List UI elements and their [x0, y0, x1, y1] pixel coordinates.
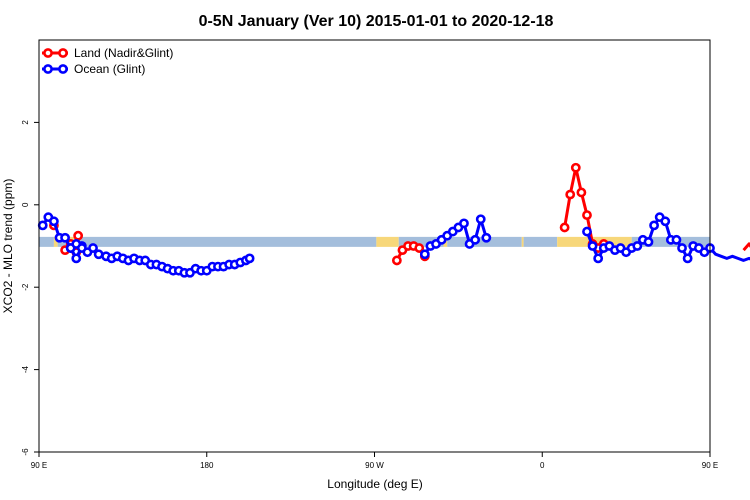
series-ocean-point	[682, 253, 693, 264]
x-tick-label: 90 W	[365, 461, 384, 470]
series-layer	[37, 162, 750, 278]
series-ocean-point	[93, 249, 104, 260]
series-ocean-point	[419, 249, 430, 260]
series-ocean-point	[244, 253, 255, 264]
x-axis-label: Longitude (deg E)	[327, 477, 422, 491]
series-ocean-point	[677, 243, 687, 253]
series-ocean-point	[587, 241, 598, 251]
x-axis: 90 E 180 90 W 0 90 E	[31, 452, 718, 470]
y-tick-label: 2	[21, 120, 30, 125]
x-tick-label: 90 E	[702, 461, 718, 470]
y-tick-label: -2	[21, 283, 30, 291]
series-ocean-point	[660, 216, 671, 227]
series-ocean-point	[582, 226, 592, 237]
series-ocean-point	[593, 253, 604, 264]
series-land-point	[559, 222, 570, 233]
series-ocean-point	[643, 236, 654, 247]
legend-marker-land	[58, 48, 68, 58]
x-tick-label: 0	[540, 461, 545, 470]
legend-marker-land	[43, 48, 53, 58]
series-ocean-point	[459, 218, 469, 229]
series-ocean-point	[60, 232, 70, 243]
legend-label-ocean: Ocean (Glint)	[74, 62, 145, 76]
series-ocean-point	[88, 243, 98, 253]
x-tick-label: 180	[200, 461, 214, 470]
legend-marker-ocean	[58, 64, 68, 74]
series-ocean-point	[71, 253, 82, 264]
y-axis-label: XCO2 - MLO trend (ppm)	[1, 179, 15, 314]
series-land-point	[565, 189, 576, 200]
series-land	[49, 162, 750, 266]
y-tick-label: -6	[21, 448, 30, 456]
legend: Land (Nadir&Glint) Ocean (Glint)	[42, 46, 173, 76]
legend-marker-ocean	[43, 64, 53, 74]
series-land-point	[582, 210, 592, 220]
series-ocean-point	[37, 220, 48, 231]
series-land-point	[570, 162, 581, 173]
series-ocean-point	[632, 241, 643, 251]
chart-title: 0-5N January (Ver 10) 2015-01-01 to 2020…	[199, 13, 554, 30]
x-tick-label: 90 E	[31, 461, 47, 470]
legend-label-land: Land (Nadir&Glint)	[74, 46, 173, 60]
series-ocean-point	[475, 214, 486, 225]
series-ocean-point	[649, 220, 659, 231]
y-tick-label: -4	[21, 365, 30, 373]
series-land-line-4	[742, 242, 750, 252]
series-land-point	[576, 187, 587, 198]
series-land-point	[391, 255, 402, 266]
series-ocean	[37, 212, 750, 278]
series-ocean-point	[481, 232, 492, 243]
series-land-line-3	[563, 166, 605, 250]
series-land-point	[414, 243, 425, 253]
series-land-point	[73, 230, 84, 241]
series-ocean-point	[49, 216, 59, 227]
series-ocean-point	[470, 234, 481, 245]
y-axis: 2 0 -2 -4 -6	[21, 120, 39, 456]
series-ocean-point	[671, 234, 682, 245]
y-tick-label: 0	[21, 202, 30, 207]
